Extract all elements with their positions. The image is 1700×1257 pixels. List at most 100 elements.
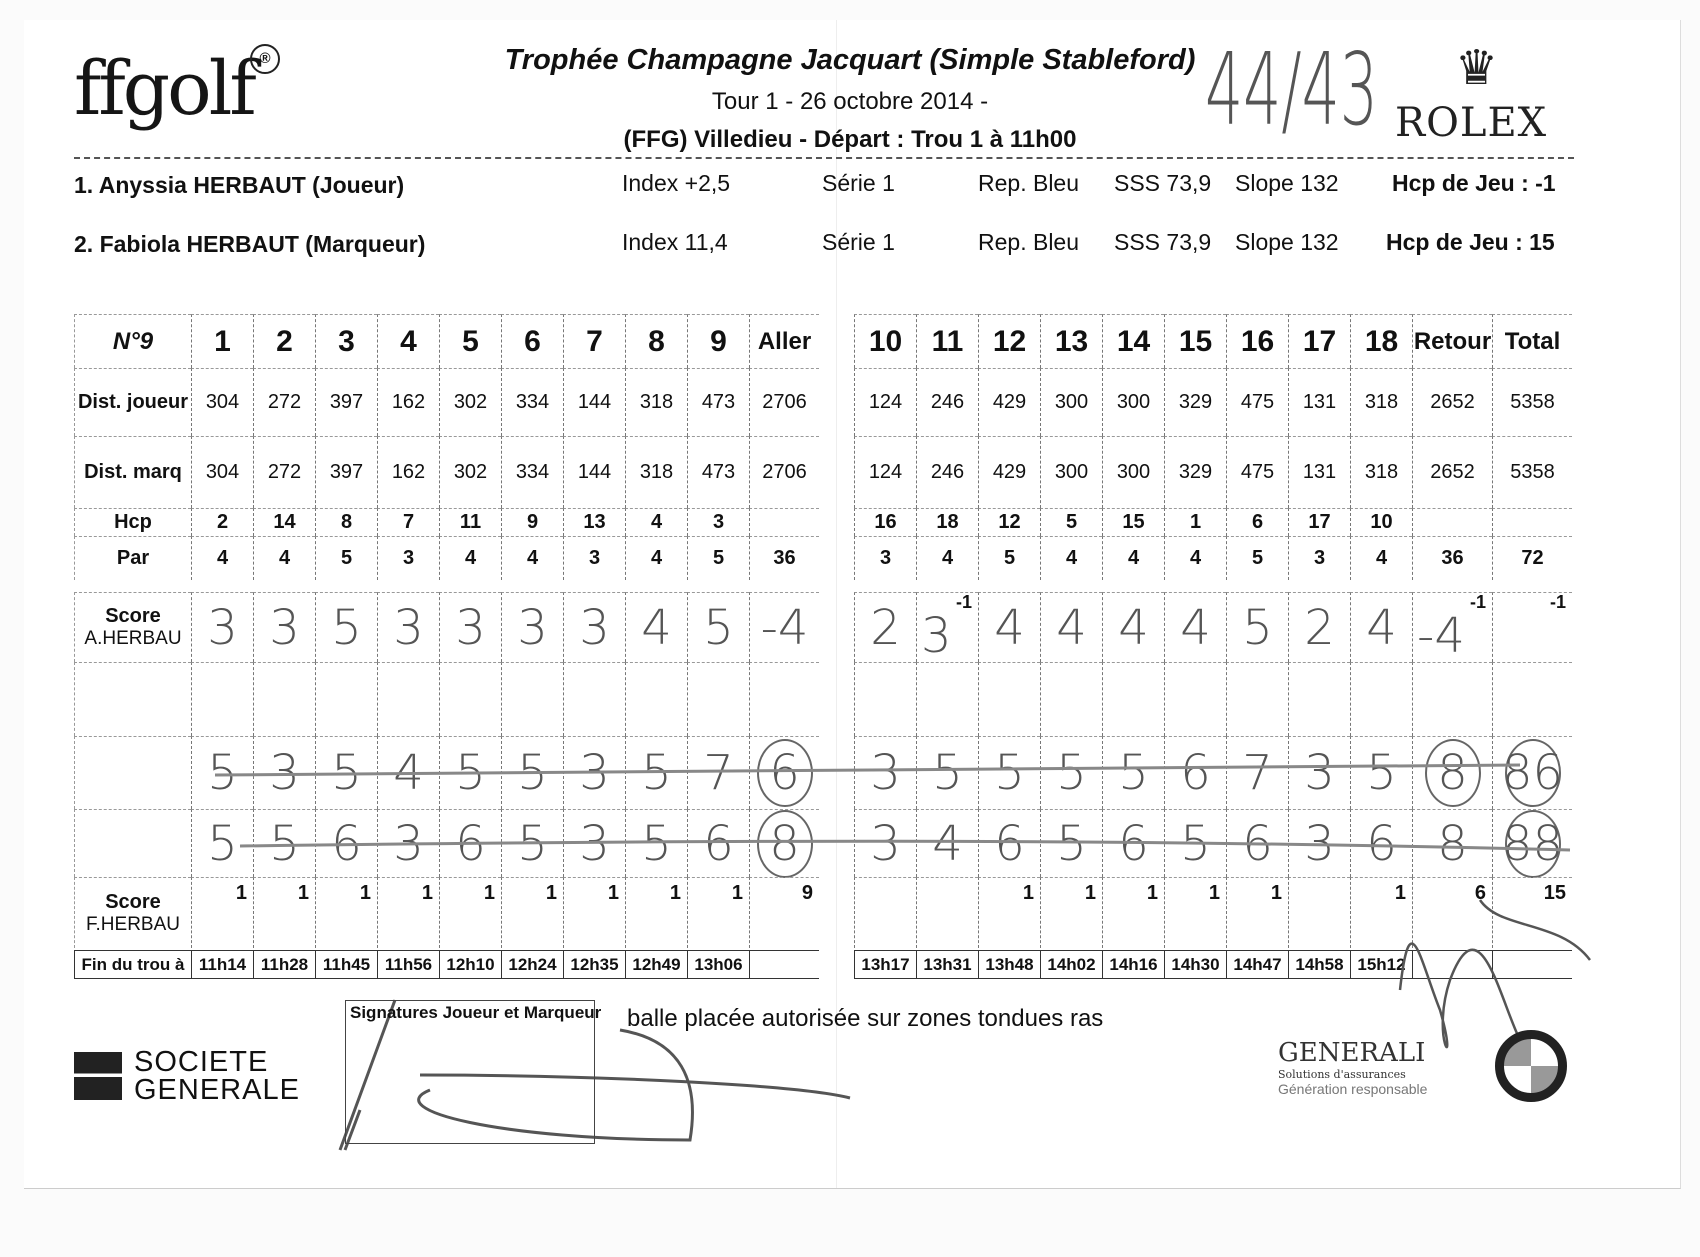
points-adjustment: -1 — [1549, 592, 1566, 612]
cell-value: 329 — [1178, 391, 1213, 413]
cell-value: 329 — [1178, 461, 1213, 483]
cell-value: 475 — [1240, 461, 1275, 483]
cell-value: 473 — [701, 461, 736, 483]
distance-marker-cell: 300 — [1040, 436, 1102, 508]
row-label-score_a: Score A.HERBAU — [74, 592, 191, 662]
distance-player-cell: 272 — [253, 368, 315, 436]
cell-value: 11h14 — [198, 954, 247, 974]
cell-value: 4 — [932, 815, 963, 872]
cell-value: 3 — [870, 745, 901, 801]
strike-line-1 — [214, 763, 1521, 777]
cell-value: 6 — [1474, 882, 1486, 904]
handwritten-score-cell: 8 — [749, 809, 819, 878]
cell-value: 14h30 — [1171, 954, 1220, 974]
handwritten-score-cell: 88 — [1492, 809, 1572, 878]
distance-marker-cell: 473 — [687, 436, 749, 508]
rolex-crown-icon: ♛ — [1455, 42, 1499, 95]
cell-value: 5 — [331, 599, 362, 656]
cell-value: 9 — [526, 511, 539, 533]
player-index: Index 11,4 — [622, 229, 728, 255]
generali-subtitle: Solutions d'assurances — [1278, 1068, 1406, 1081]
cell-value: 6 — [994, 815, 1025, 872]
player-score-cell: 3 — [563, 592, 625, 662]
local-rule-note: balle placée autorisée sur zones tondues… — [627, 1005, 1104, 1032]
blank-cell — [253, 662, 315, 736]
hole-finish-time-cell: 11h56 — [377, 950, 439, 979]
signature-box-label: Signatures Joueur et Marqueur — [350, 1003, 602, 1022]
blank-cell — [1226, 662, 1288, 736]
handwritten-score-cell: 5 — [625, 809, 687, 877]
hole-number-cell: 4 — [377, 314, 439, 368]
player-signature — [338, 999, 851, 1151]
cell-value: 3 — [402, 547, 415, 569]
stroke-index-cell — [1492, 508, 1572, 536]
societe-generale-logo: SOCIETE GENERALE — [74, 1048, 300, 1105]
cell-value: 4 — [650, 511, 663, 533]
par-cell: 36 — [749, 536, 819, 580]
stroke-index-cell: 18 — [916, 508, 978, 536]
hole-finish-time-cell: 12h49 — [625, 950, 687, 979]
row-label-hcp: Hcp — [74, 508, 191, 536]
row-label-blank — [74, 736, 191, 809]
distance-player-cell: 302 — [439, 368, 501, 436]
cell-value: 12h35 — [570, 954, 619, 974]
fold-line — [836, 20, 837, 1188]
cell-value: 1 — [483, 882, 495, 904]
cell-value: 15 — [1178, 324, 1213, 358]
cell-value: 2652 — [1430, 461, 1475, 483]
hole-finish-time-cell: 14h58 — [1288, 950, 1350, 979]
marker-points-cell: 1 — [315, 877, 377, 948]
cell-value: 8 — [1437, 815, 1468, 872]
rolex-logo: ROLEX — [1395, 100, 1548, 146]
handwritten-total: 44/43 — [1205, 31, 1378, 148]
cell-value: 429 — [992, 391, 1027, 413]
cell-value: 5 — [932, 745, 963, 801]
marker-points-cell: 9 — [749, 877, 819, 948]
distance-marker-cell: 318 — [625, 436, 687, 508]
cell-value: 72 — [1521, 547, 1544, 569]
stroke-index-cell: 12 — [978, 508, 1040, 536]
hole-finish-time-cell: 11h28 — [253, 950, 315, 979]
blank-cell — [191, 662, 253, 736]
hole-number-cell: 1 — [191, 314, 253, 368]
player-serie: Série 1 — [822, 170, 895, 196]
par-cell: 5 — [1226, 536, 1288, 580]
cell-value: 12h10 — [446, 954, 495, 974]
stroke-index-cell: 5 — [1040, 508, 1102, 536]
cell-value: 3 — [207, 599, 238, 656]
cell-value: 11h28 — [260, 954, 309, 974]
cell-value: 14h16 — [1109, 954, 1158, 974]
hole-number-cell: 7 — [563, 314, 625, 368]
distance-player-cell: 144 — [563, 368, 625, 436]
signature-box[interactable] — [345, 1000, 595, 1144]
hole-number-cell: 6 — [501, 314, 563, 368]
player-score-cell: 2 — [854, 592, 916, 662]
cell-value: 18 — [936, 511, 959, 533]
cell-value: 318 — [639, 391, 674, 413]
stroke-index-cell: 8 — [315, 508, 377, 536]
player-sss: SSS 73,9 — [1114, 229, 1212, 255]
cell-value: 1 — [1084, 882, 1096, 904]
cell-value: 16 — [1240, 324, 1275, 358]
par-cell: 4 — [439, 536, 501, 580]
cell-value: 4 — [216, 547, 229, 569]
cell-value: 3 — [921, 608, 952, 664]
distance-player-cell: 300 — [1040, 368, 1102, 436]
cell-value: 36 — [773, 547, 796, 569]
player-score-cell: 4 — [978, 592, 1040, 662]
marker-points-cell: 1 — [501, 877, 563, 948]
player-score-cell: 4 — [625, 592, 687, 662]
cell-value: 5358 — [1510, 461, 1555, 483]
marker-points-cell: 6 — [1412, 877, 1492, 948]
blank-cell — [978, 662, 1040, 736]
hole-number-cell: 8 — [625, 314, 687, 368]
cell-value: 124 — [868, 391, 903, 413]
distance-player-cell: 318 — [1350, 368, 1412, 436]
marker-points-cell: 1 — [439, 877, 501, 948]
cell-value: 4 — [400, 324, 417, 358]
cell-value: 1 — [1022, 882, 1034, 904]
par-cell: 4 — [625, 536, 687, 580]
stroke-index-cell: 13 — [563, 508, 625, 536]
cell-value: 304 — [205, 461, 240, 483]
